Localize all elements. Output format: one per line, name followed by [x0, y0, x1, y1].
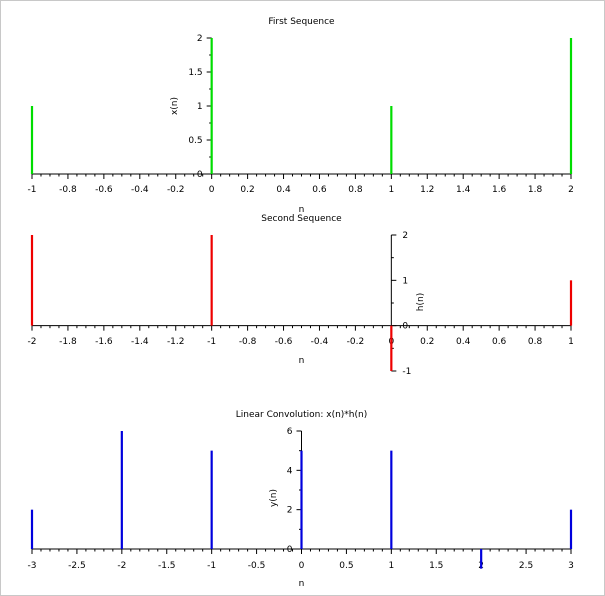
y-tick-label: 0.5 — [188, 136, 202, 146]
x-tick-label: 0.8 — [348, 185, 363, 195]
x-tick-label: 1.8 — [528, 185, 543, 195]
x-tick-label: 1.6 — [492, 185, 507, 195]
plot-second-sequence: Second Sequence -2 -1.8 -1.6 -1.4 -1.2 -1 -0.8 -… — [28, 214, 574, 377]
x-tick-label: -0.6 — [95, 185, 113, 195]
x-tick-label: 1.2 — [420, 185, 434, 195]
chart-title: First Sequence — [268, 17, 335, 27]
x-tick-label: -0.8 — [59, 185, 77, 195]
y-axis-label: x(n) — [170, 97, 180, 115]
x-tick-label: -1 — [207, 337, 216, 347]
y-tick-label: 4 — [287, 466, 293, 476]
x-tick-label: 0 — [299, 561, 305, 571]
x-axis-label: n — [299, 205, 305, 215]
x-axis-label: n — [299, 356, 305, 366]
plot-first-sequence: First Sequence -1 -0.8 -0.6 -0.4 -0.2 0 0.2 0.4 0… — [28, 17, 574, 215]
plot-linear-convolution: Linear Convolution: x(n)*h(n) -3 -2.5 -2 -1.… — [28, 410, 574, 589]
y-axis-label: h(n) — [416, 293, 426, 311]
x-tick-label: -0.6 — [275, 337, 293, 347]
x-tick-label: 0 — [209, 185, 215, 195]
x-tick-label: -0.2 — [347, 337, 365, 347]
x-tick-label: -1.2 — [167, 337, 185, 347]
x-tick-label: 1.5 — [429, 561, 443, 571]
y-tick-label: 1 — [402, 276, 408, 286]
x-tick-label: 0.5 — [339, 561, 353, 571]
y-tick-label: 2 — [197, 34, 203, 44]
x-tick-label: -1.8 — [59, 337, 77, 347]
x-tick-label: 0.4 — [276, 185, 291, 195]
x-tick-label: -2 — [117, 561, 126, 571]
x-tick-label: -2 — [28, 337, 37, 347]
x-tick-label: -1.5 — [158, 561, 176, 571]
x-tick-label: 2.5 — [519, 561, 533, 571]
x-tick-label: 1.4 — [456, 185, 471, 195]
x-tick-label: -0.4 — [311, 337, 329, 347]
x-tick-label: 2 — [568, 185, 574, 195]
chart-title: Second Sequence — [261, 214, 342, 224]
x-tick-label: 0.4 — [456, 337, 471, 347]
x-tick-label: -1.4 — [131, 337, 149, 347]
x-tick-label: 1 — [568, 337, 574, 347]
x-tick-label: -2.5 — [68, 561, 86, 571]
x-tick-label: -1.6 — [95, 337, 113, 347]
chart-title: Linear Convolution: x(n)*h(n) — [236, 410, 367, 420]
y-tick-label: 0 — [287, 545, 293, 555]
x-tick-label: 1 — [388, 561, 394, 571]
x-tick-label: 1 — [388, 185, 394, 195]
y-tick-label: 0 — [402, 322, 408, 332]
x-tick-label: -1 — [28, 185, 37, 195]
x-tick-label: -0.4 — [131, 185, 149, 195]
x-tick-label: 0.2 — [240, 185, 254, 195]
y-axis-label: y(n) — [269, 489, 279, 507]
x-tick-label: -3 — [28, 561, 37, 571]
x-tick-label: -1 — [207, 561, 216, 571]
x-tick-label: 0.6 — [312, 185, 327, 195]
x-tick-label: -0.2 — [167, 185, 185, 195]
y-tick-label: 6 — [287, 427, 293, 437]
x-tick-label: 0.6 — [492, 337, 507, 347]
y-tick-label: -1 — [402, 367, 411, 377]
x-axis-label: n — [299, 579, 305, 589]
x-tick-label: 0.2 — [420, 337, 434, 347]
x-tick-label: 0.8 — [528, 337, 543, 347]
y-tick-label: 1 — [197, 102, 203, 112]
x-tick-label: -0.5 — [248, 561, 266, 571]
y-tick-label: 2 — [287, 506, 293, 516]
x-tick-label: -0.8 — [239, 337, 257, 347]
x-tick-label: 3 — [568, 561, 574, 571]
y-tick-label: 2 — [402, 231, 408, 241]
y-tick-label: 0 — [197, 170, 203, 180]
y-tick-label: 1.5 — [188, 68, 202, 78]
